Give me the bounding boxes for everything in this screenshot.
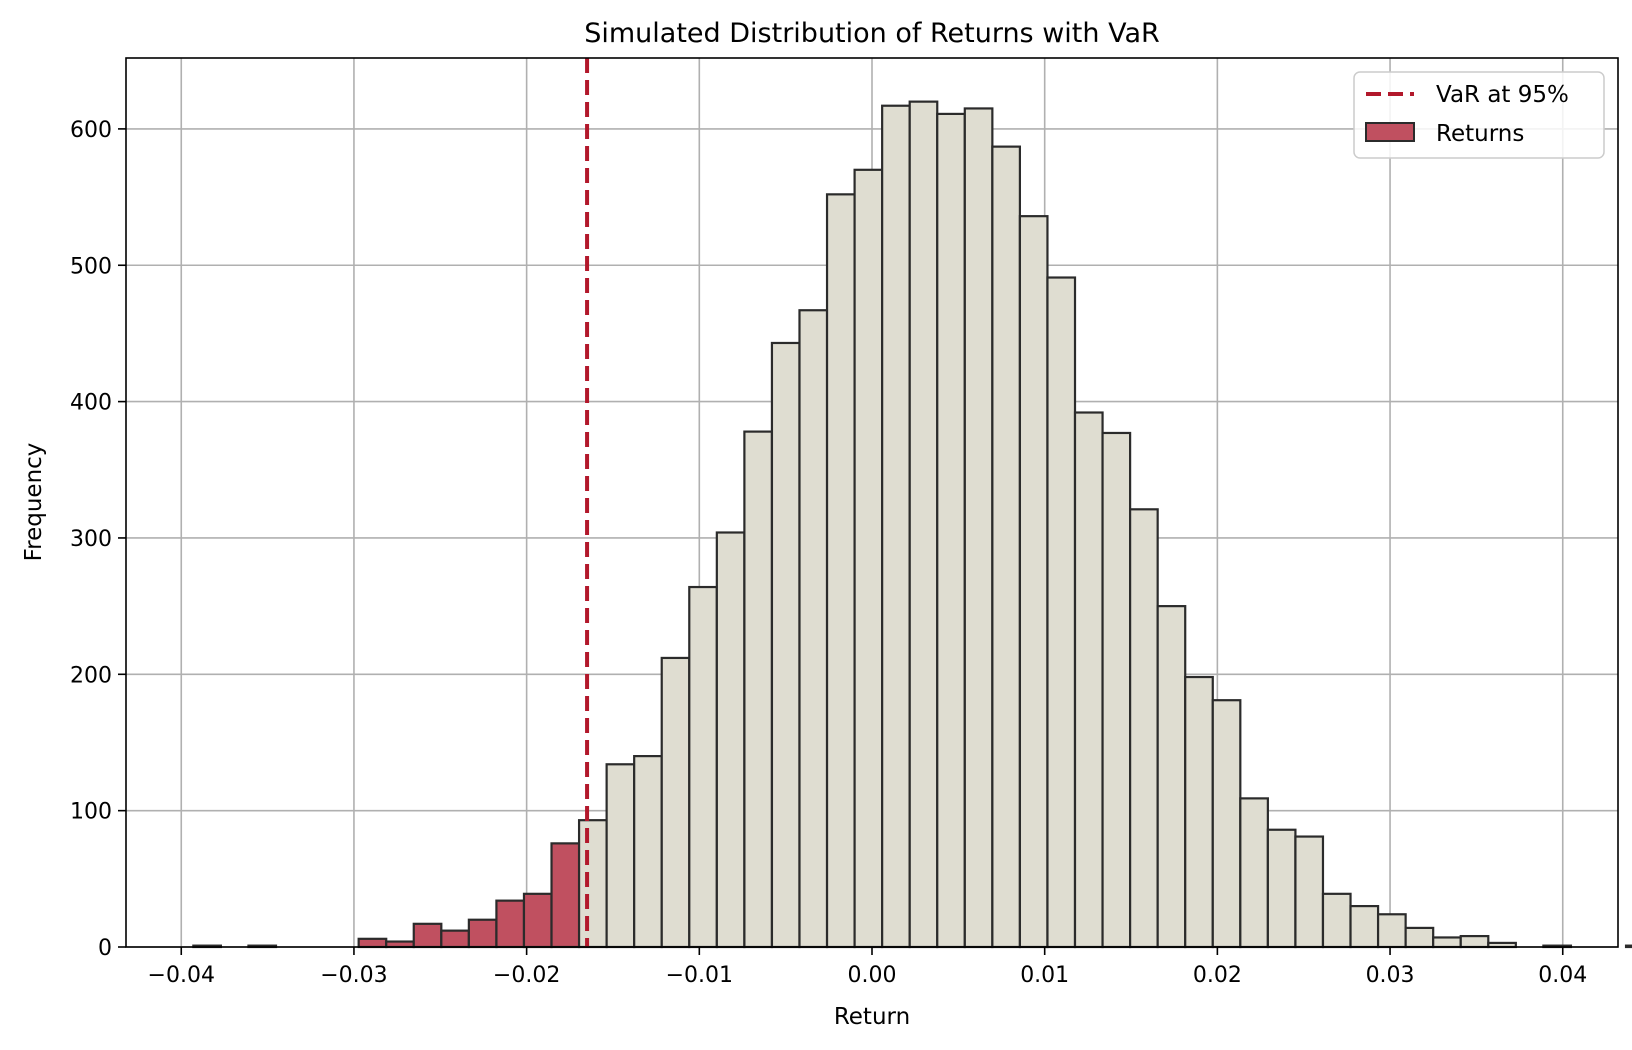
- legend: VaR at 95% Returns: [1353, 71, 1605, 159]
- histogram-bar: [495, 899, 526, 949]
- histogram-bar: [853, 168, 884, 949]
- x-axis-label: Return: [834, 1004, 910, 1030]
- x-tick-label: 0.04: [1538, 963, 1587, 988]
- histogram-bar: [908, 100, 939, 949]
- histogram-bar: [1432, 936, 1462, 949]
- histogram-bar: [881, 104, 911, 949]
- x-tick-label: −0.01: [666, 963, 733, 988]
- histogram-bar: [1239, 797, 1269, 949]
- histogram-bar: [1349, 904, 1380, 949]
- histogram-bar: [688, 585, 718, 949]
- x-tick-label: −0.03: [320, 963, 387, 988]
- histogram-bar: [412, 922, 443, 949]
- y-tick-label: 600: [70, 118, 112, 143]
- x-tick-label: 0.02: [1193, 963, 1242, 988]
- histogram-bar: [1404, 926, 1435, 949]
- chart-title: Simulated Distribution of Returns with V…: [584, 18, 1160, 49]
- histogram-bar: [467, 918, 498, 949]
- x-axis-ticks: −0.04 −0.03 −0.02 −0.01 0.00 0.01 0.02 0.03 0.04: [148, 947, 1587, 988]
- x-tick-label: 0.01: [1020, 963, 1069, 988]
- y-tick-label: 300: [70, 527, 112, 552]
- histogram-bar: [660, 656, 691, 949]
- histogram-bar: [1321, 892, 1352, 949]
- histogram-bar: [633, 755, 663, 949]
- histogram-bar: [577, 819, 608, 949]
- histogram-bar: [770, 341, 801, 949]
- x-tick-label: 0.00: [848, 963, 897, 988]
- histogram-bar: [715, 531, 746, 949]
- histogram-bar: [1184, 675, 1214, 949]
- histogram-bar: [798, 309, 829, 949]
- x-tick-label: −0.02: [493, 963, 560, 988]
- histogram-bar: [522, 892, 553, 949]
- histogram-bar: [1459, 934, 1490, 949]
- y-tick-label: 100: [70, 800, 112, 825]
- histogram-bar: [743, 430, 774, 949]
- y-tick-label: 200: [70, 663, 112, 688]
- y-axis-label: Frequency: [21, 443, 47, 562]
- legend-var-label: VaR at 95%: [1436, 82, 1569, 108]
- histogram-bar: [1211, 699, 1242, 949]
- y-tick-label: 500: [70, 254, 112, 279]
- legend-returns-swatch: [1365, 122, 1415, 142]
- histogram-bar: [605, 763, 636, 949]
- histogram-bar: [1018, 215, 1049, 949]
- y-axis-ticks: 0 100 200 300 400 500 600: [70, 118, 126, 961]
- histogram-bar: [1129, 508, 1159, 949]
- histogram-bar: [1073, 411, 1104, 949]
- x-tick-label: −0.04: [148, 963, 215, 988]
- histogram-bar: [357, 937, 388, 949]
- histogram-bar: [1156, 605, 1187, 949]
- histogram-bar: [825, 193, 856, 949]
- legend-box: [1353, 71, 1605, 159]
- histogram-bar: [991, 145, 1022, 949]
- histogram-bar: [1266, 828, 1297, 949]
- y-tick-label: 400: [70, 391, 112, 416]
- histogram-bar: [440, 929, 470, 949]
- histogram-bars: [192, 100, 1632, 949]
- histogram-bar: [1046, 276, 1077, 949]
- histogram-bar: [936, 112, 966, 949]
- x-tick-label: 0.03: [1366, 963, 1415, 988]
- histogram-bar: [385, 940, 415, 949]
- histogram-bar: [1624, 944, 1632, 949]
- histogram-bar: [1376, 913, 1407, 949]
- y-tick-label: 0: [98, 936, 112, 961]
- legend-returns-label: Returns: [1436, 121, 1524, 147]
- histogram-bar: [963, 107, 994, 949]
- histogram-bar: [1101, 431, 1132, 949]
- histogram-bar: [1294, 835, 1325, 949]
- histogram-bar: [550, 842, 581, 949]
